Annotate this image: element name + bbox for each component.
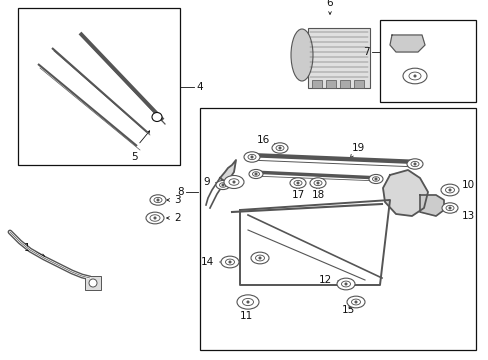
Text: 11: 11 <box>240 305 253 321</box>
Ellipse shape <box>408 72 420 80</box>
Ellipse shape <box>316 182 319 184</box>
Ellipse shape <box>402 68 426 84</box>
Text: 1: 1 <box>23 243 44 257</box>
Ellipse shape <box>448 189 450 191</box>
Ellipse shape <box>255 255 264 261</box>
Ellipse shape <box>250 156 253 158</box>
Ellipse shape <box>346 296 364 308</box>
Ellipse shape <box>354 301 357 303</box>
Text: 16: 16 <box>256 135 276 146</box>
Text: 9: 9 <box>203 177 220 187</box>
Ellipse shape <box>440 184 458 196</box>
Ellipse shape <box>150 195 165 205</box>
Ellipse shape <box>157 199 159 201</box>
Ellipse shape <box>221 184 224 186</box>
Ellipse shape <box>406 159 422 169</box>
Ellipse shape <box>413 75 415 77</box>
Text: 18: 18 <box>311 186 324 200</box>
Ellipse shape <box>293 180 302 186</box>
Ellipse shape <box>248 170 263 179</box>
Ellipse shape <box>341 281 350 287</box>
Bar <box>325 80 335 88</box>
Ellipse shape <box>448 207 450 209</box>
Ellipse shape <box>258 257 261 259</box>
Polygon shape <box>389 35 424 52</box>
Ellipse shape <box>216 180 229 190</box>
Ellipse shape <box>309 178 325 188</box>
Text: 14: 14 <box>201 257 224 267</box>
Ellipse shape <box>252 172 259 176</box>
Ellipse shape <box>154 197 162 203</box>
Text: 15: 15 <box>341 305 354 315</box>
Ellipse shape <box>242 298 253 306</box>
Ellipse shape <box>225 259 234 265</box>
Ellipse shape <box>244 152 260 162</box>
Ellipse shape <box>254 173 257 175</box>
Bar <box>85 276 101 290</box>
Text: 17: 17 <box>291 186 304 200</box>
Ellipse shape <box>146 212 163 224</box>
Ellipse shape <box>237 295 259 309</box>
Text: 6: 6 <box>326 0 333 8</box>
Text: 10: 10 <box>453 180 474 190</box>
Ellipse shape <box>296 182 299 184</box>
Ellipse shape <box>224 175 244 189</box>
Polygon shape <box>220 160 236 182</box>
Ellipse shape <box>289 178 305 188</box>
Text: 13: 13 <box>453 210 474 221</box>
Text: 3: 3 <box>166 195 180 205</box>
Bar <box>200 108 475 350</box>
Text: 19: 19 <box>349 143 364 158</box>
Bar <box>339 80 349 88</box>
Ellipse shape <box>271 143 287 153</box>
Text: 5: 5 <box>131 152 138 162</box>
Ellipse shape <box>344 283 346 285</box>
Ellipse shape <box>247 154 256 159</box>
Ellipse shape <box>89 279 97 287</box>
Ellipse shape <box>410 161 418 167</box>
Ellipse shape <box>368 175 382 184</box>
Ellipse shape <box>250 252 268 264</box>
Polygon shape <box>419 195 443 216</box>
Ellipse shape <box>228 179 239 185</box>
Ellipse shape <box>152 112 162 122</box>
Bar <box>307 28 369 88</box>
Ellipse shape <box>413 163 415 165</box>
Ellipse shape <box>441 203 457 213</box>
Ellipse shape <box>221 256 239 268</box>
Ellipse shape <box>275 145 284 150</box>
Ellipse shape <box>290 29 312 81</box>
Text: 4: 4 <box>196 82 202 92</box>
Text: 12: 12 <box>318 275 340 285</box>
Text: 2: 2 <box>166 213 180 223</box>
Ellipse shape <box>374 178 376 180</box>
Polygon shape <box>382 170 427 216</box>
Ellipse shape <box>219 183 226 187</box>
Ellipse shape <box>153 217 156 219</box>
Ellipse shape <box>232 181 235 183</box>
Ellipse shape <box>278 147 281 149</box>
Ellipse shape <box>228 261 231 263</box>
Text: 7: 7 <box>363 47 369 57</box>
Bar <box>379 20 475 102</box>
Bar <box>311 80 321 88</box>
Text: 8: 8 <box>177 187 183 197</box>
Bar <box>18 8 180 165</box>
Ellipse shape <box>351 299 360 305</box>
Ellipse shape <box>445 187 453 193</box>
Ellipse shape <box>313 180 321 186</box>
Ellipse shape <box>150 215 160 221</box>
Ellipse shape <box>445 206 453 211</box>
Bar <box>353 80 363 88</box>
Ellipse shape <box>336 278 354 290</box>
Ellipse shape <box>372 177 379 181</box>
Ellipse shape <box>246 301 249 303</box>
